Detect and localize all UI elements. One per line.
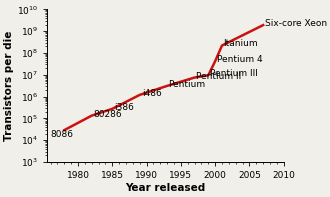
Text: 80286: 80286 xyxy=(94,110,122,119)
Text: Pentium II: Pentium II xyxy=(196,72,241,81)
X-axis label: Year released: Year released xyxy=(125,183,206,193)
Text: Pentium: Pentium xyxy=(169,80,206,89)
Text: Six-core Xeon: Six-core Xeon xyxy=(265,19,327,28)
Text: Itanium: Itanium xyxy=(223,39,258,48)
Text: 8086: 8086 xyxy=(50,130,74,139)
Text: i386: i386 xyxy=(114,103,134,112)
Text: Pentium 4: Pentium 4 xyxy=(216,55,262,64)
Y-axis label: Transistors per die: Transistors per die xyxy=(4,31,14,141)
Text: i486: i486 xyxy=(142,89,161,98)
Text: Pentium III: Pentium III xyxy=(210,69,257,78)
